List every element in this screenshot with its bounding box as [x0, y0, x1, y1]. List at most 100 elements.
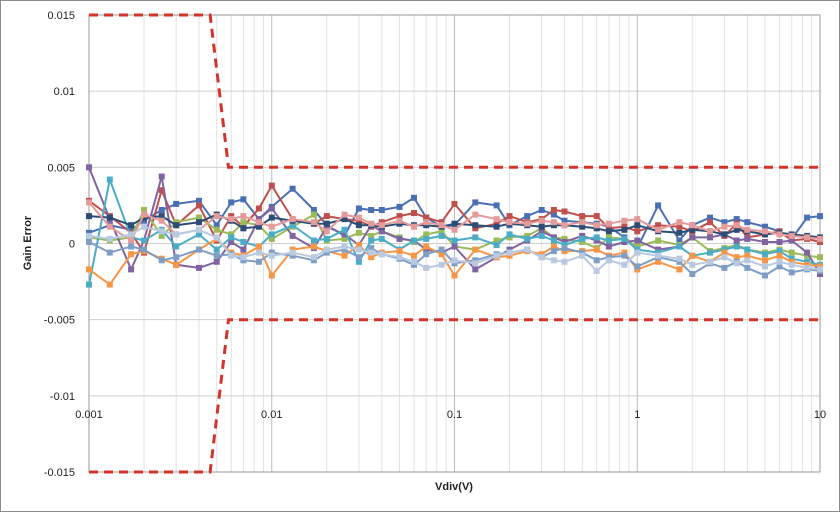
data-point: [605, 220, 612, 227]
data-point: [268, 231, 275, 238]
x-axis-title: Vdiv(V): [435, 481, 473, 493]
data-point: [538, 223, 545, 230]
data-point: [676, 219, 683, 226]
data-point: [423, 231, 430, 238]
data-point: [721, 231, 728, 238]
data-point: [550, 234, 557, 241]
data-point: [196, 214, 202, 221]
y-tick-label: -0.01: [50, 391, 75, 403]
data-point: [341, 243, 348, 250]
data-point: [579, 219, 586, 226]
data-point: [289, 249, 296, 256]
data-point: [744, 246, 751, 253]
data-point: [451, 257, 458, 264]
data-point: [310, 257, 317, 264]
data-point: [323, 220, 330, 227]
data-point: [240, 254, 247, 261]
data-point: [255, 205, 262, 212]
data-point: [228, 216, 235, 223]
data-point: [323, 228, 330, 235]
data-point: [196, 226, 202, 233]
data-point: [86, 213, 92, 220]
data-point: [721, 219, 728, 226]
data-point: [423, 214, 430, 221]
data-point: [106, 281, 113, 288]
data-point: [228, 199, 235, 206]
data-point: [196, 197, 202, 204]
data-point: [128, 251, 135, 258]
data-point: [106, 249, 113, 256]
data-point: [451, 243, 458, 250]
data-point: [561, 208, 568, 215]
data-point: [493, 237, 500, 244]
data-point: [593, 237, 600, 244]
data-point: [472, 234, 479, 241]
data-point: [368, 207, 375, 213]
data-point: [804, 214, 811, 221]
data-point: [593, 225, 600, 232]
data-point: [255, 249, 262, 256]
data-point: [762, 257, 768, 264]
data-point: [655, 226, 662, 233]
data-point: [368, 245, 375, 252]
data-point: [493, 216, 500, 223]
data-point: [228, 239, 235, 245]
data-point: [655, 222, 662, 229]
data-point: [506, 213, 513, 220]
data-point: [524, 246, 531, 253]
data-point: [423, 219, 430, 226]
data-point: [733, 254, 740, 261]
y-tick-label: 0.015: [47, 10, 75, 22]
data-point: [173, 243, 180, 250]
data-point: [506, 219, 513, 226]
data-point: [196, 231, 202, 238]
data-point: [744, 235, 751, 242]
data-point: [605, 243, 612, 250]
data-point: [438, 261, 445, 268]
data-point: [804, 249, 811, 256]
data-point: [213, 226, 220, 233]
data-point: [173, 254, 180, 261]
data-point: [355, 229, 362, 236]
data-point: [579, 223, 586, 230]
data-point: [561, 258, 568, 265]
data-point: [579, 249, 586, 256]
data-point: [368, 249, 375, 256]
data-point: [213, 234, 220, 241]
data-point: [621, 252, 628, 259]
data-point: [655, 202, 662, 209]
data-point: [593, 213, 600, 220]
data-point: [255, 258, 262, 265]
x-tick-label: 1: [634, 409, 640, 421]
data-point: [605, 257, 612, 264]
data-point: [506, 231, 513, 238]
data-point: [605, 237, 612, 244]
data-point: [86, 164, 92, 171]
data-point: [621, 217, 628, 224]
data-point: [310, 254, 317, 261]
data-point: [378, 251, 385, 258]
data-point: [86, 199, 92, 206]
data-point: [268, 252, 275, 259]
data-point: [788, 232, 795, 239]
data-point: [593, 246, 600, 253]
data-point: [621, 239, 628, 245]
data-point: [196, 202, 202, 209]
data-point: [173, 200, 180, 207]
data-point: [776, 239, 783, 245]
data-point: [804, 261, 811, 268]
data-point: [689, 271, 696, 277]
data-point: [240, 196, 247, 203]
data-point: [86, 266, 92, 273]
data-point: [396, 203, 403, 210]
data-point: [158, 207, 165, 213]
data-point: [707, 249, 713, 256]
data-point: [368, 220, 375, 227]
data-point: [776, 258, 783, 265]
data-point: [744, 219, 751, 226]
data-point: [128, 266, 135, 273]
data-point: [579, 235, 586, 242]
data-point: [550, 207, 557, 213]
y-tick-labels: 0.015 0.01 0.005 0 -0.005 -0.01 -0.015: [44, 10, 75, 479]
